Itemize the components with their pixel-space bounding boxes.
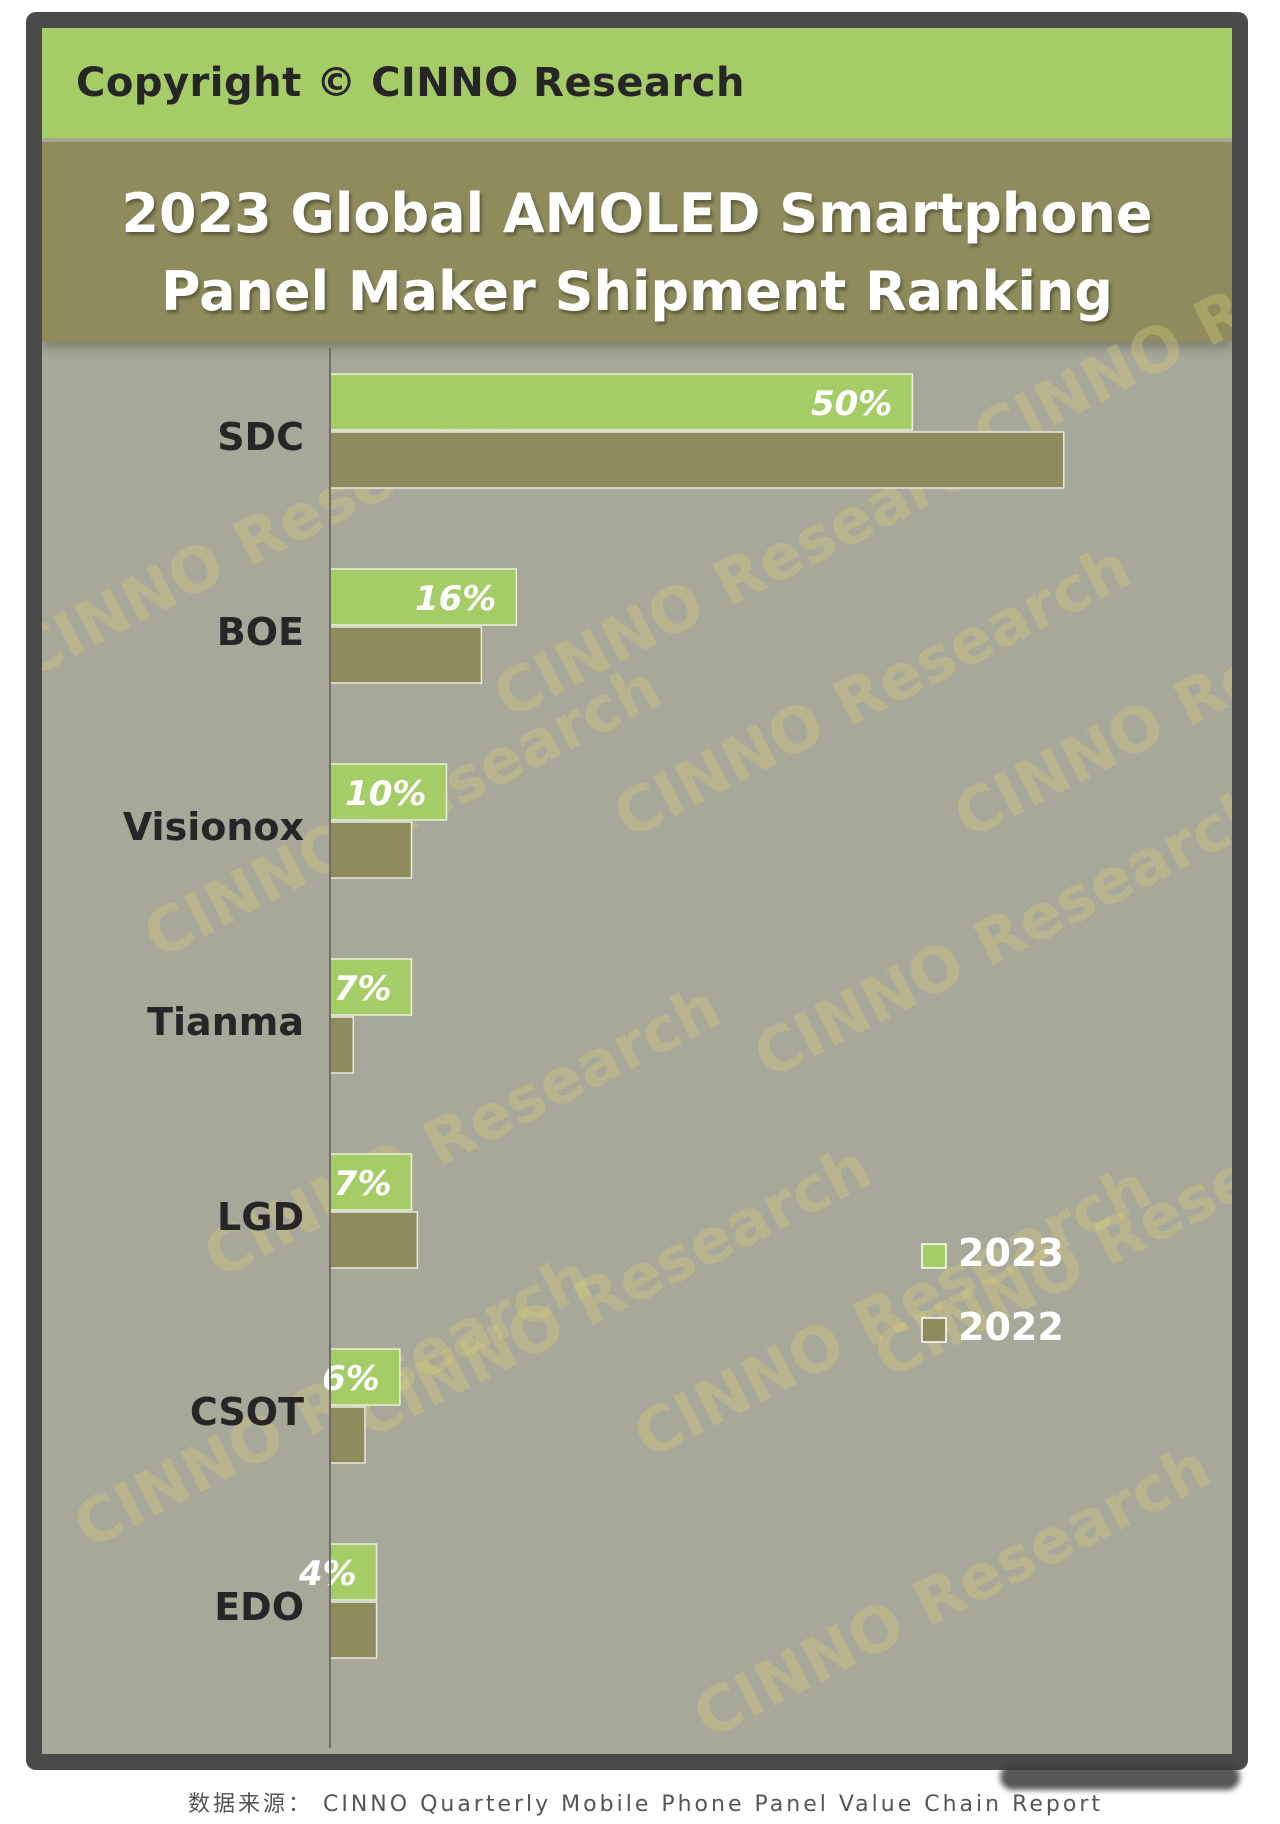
bar-2023-sdc — [329, 373, 914, 431]
bar-2022-tianma — [329, 1016, 355, 1074]
category-label-lgd: LGD — [217, 1195, 304, 1239]
data-label-2023-boe: 16% — [415, 579, 496, 619]
bar-2022-boe — [329, 626, 483, 684]
data-label-2023-sdc: 50% — [811, 384, 892, 424]
category-label-sdc: SDC — [217, 415, 304, 459]
footer-source-note: 数据来源： CINNO Quarterly Mobile Phone Panel… — [188, 1792, 1103, 1817]
bar-2023-visionox — [329, 763, 448, 821]
data-label-2023-visionox: 10% — [345, 774, 426, 814]
category-label-boe: BOE — [217, 610, 304, 654]
chart-panel: Copyright © CINNO Research 2023 Global A… — [42, 28, 1232, 1754]
bar-2022-lgd — [329, 1211, 419, 1269]
category-label-visionox: Visionox — [123, 805, 304, 849]
data-label-2023-tianma: 7% — [334, 969, 392, 1009]
bar-2023-tianma — [329, 958, 413, 1016]
chart-title-line-2: Panel Maker Shipment Ranking — [160, 260, 1114, 323]
category-label-edo: EDO — [214, 1585, 304, 1629]
copyright-text: Copyright © CINNO Research — [76, 60, 745, 106]
legend-label-2023: 2023 — [958, 1231, 1064, 1275]
bar-2022-csot — [329, 1406, 366, 1464]
legend-label-2022: 2022 — [958, 1305, 1064, 1349]
title-bar: 2023 Global AMOLED Smartphone Panel Make… — [42, 142, 1232, 342]
bar-2023-edo — [329, 1543, 378, 1601]
data-label-2023-lgd: 7% — [334, 1164, 392, 1204]
footer-redaction-mark — [1000, 1764, 1240, 1790]
bar-2022-sdc — [329, 431, 1065, 489]
data-label-2023-edo: 4% — [298, 1554, 357, 1594]
bar-2022-visionox — [329, 821, 413, 879]
bar-2023-csot — [329, 1348, 401, 1406]
data-label-2023-csot: 6% — [322, 1359, 380, 1399]
bar-chart: SDC 50% BOE 16% Visionox 10% Tianma 7% LGD 7% CSOT… — [123, 348, 1065, 1748]
legend-swatch-2023 — [921, 1243, 947, 1269]
bar-2022-edo — [329, 1601, 378, 1659]
copyright-bar: Copyright © CINNO Research — [42, 28, 1232, 138]
bar-2023-lgd — [329, 1153, 413, 1211]
legend-swatch-2022 — [921, 1317, 947, 1343]
bar-2023-boe — [329, 568, 518, 626]
category-label-tianma: Tianma — [147, 1000, 304, 1044]
chart-title-line-1: 2023 Global AMOLED Smartphone — [121, 182, 1153, 245]
category-label-csot: CSOT — [190, 1390, 304, 1434]
